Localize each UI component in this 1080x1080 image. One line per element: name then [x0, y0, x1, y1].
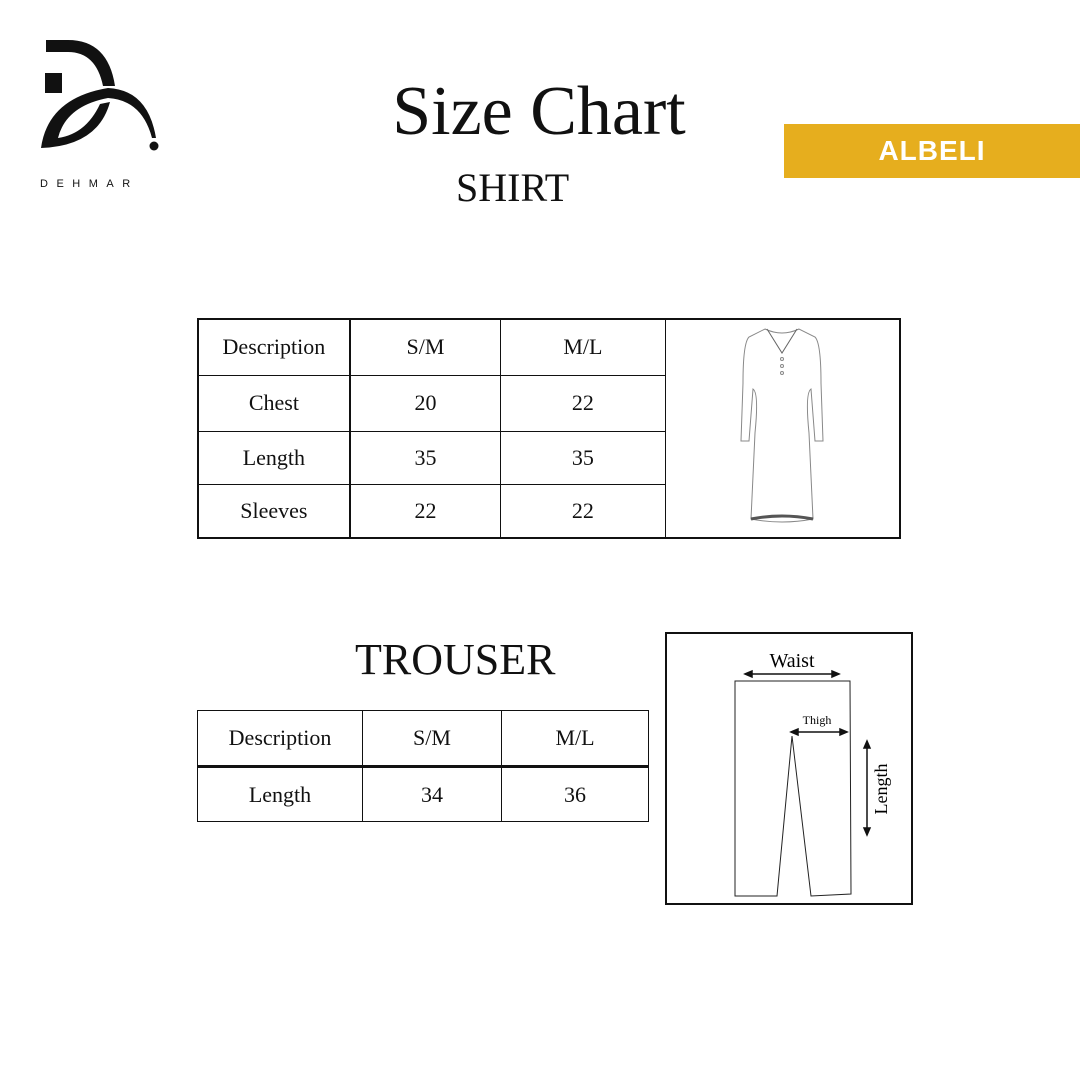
cell: 20 — [349, 374, 502, 432]
trouser-diagram: Waist Thigh Length — [665, 632, 913, 905]
header-cell: S/M — [349, 318, 502, 376]
table-header-row: Description S/M M/L — [197, 318, 901, 539]
cell: 22 — [500, 483, 666, 539]
row-label: Chest — [197, 374, 351, 432]
shirt-image-cell — [664, 318, 901, 539]
cell: 35 — [349, 430, 502, 485]
row-label: Length — [197, 430, 351, 485]
shirt-size-table: Description S/M M/L Chest 20 22 Length 3… — [197, 318, 901, 539]
table-row: Length 34 36 — [197, 766, 649, 822]
cell: 22 — [349, 483, 502, 539]
table-row: Chest 20 22 — [197, 374, 900, 432]
waist-label: Waist — [769, 650, 814, 672]
cell: 35 — [500, 430, 666, 485]
trouser-title: TROUSER — [355, 635, 556, 684]
table-row: Length 35 35 — [197, 430, 900, 485]
header-cell: M/L — [501, 710, 649, 768]
brand-name: DEHMAR — [40, 178, 139, 190]
table-header-row: Description S/M M/L — [197, 710, 649, 768]
table-row: Sleeves 22 22 — [197, 483, 900, 539]
header-cell: Description — [197, 318, 351, 376]
header-cell: S/M — [362, 710, 502, 768]
page-title: Size Chart — [392, 73, 686, 150]
collection-badge: ALBELI — [784, 124, 1080, 178]
trouser-size-table: Description S/M M/L Length 34 36 — [197, 710, 649, 822]
cell: 22 — [500, 374, 666, 432]
row-label: Sleeves — [197, 483, 351, 539]
length-label: Length — [871, 764, 891, 815]
cell: 34 — [362, 766, 502, 822]
dehmar-logo-icon — [41, 40, 159, 151]
row-label: Length — [197, 766, 363, 822]
thigh-label: Thigh — [803, 713, 832, 727]
shirt-sketch-icon — [740, 328, 824, 523]
cell: 36 — [501, 766, 649, 822]
header-cell: M/L — [500, 318, 666, 376]
page-subtitle: SHIRT — [456, 165, 570, 210]
header-cell: Description — [197, 710, 363, 768]
trouser-sketch-icon: Waist Thigh Length — [734, 650, 891, 897]
